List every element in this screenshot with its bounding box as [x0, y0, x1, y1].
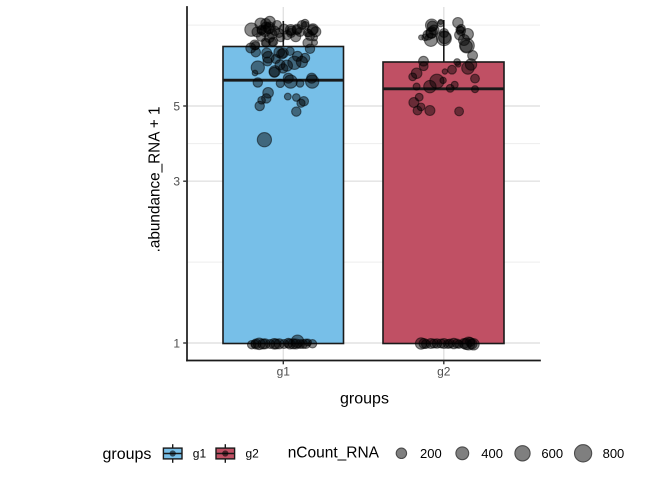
- svg-text:600: 600: [541, 446, 563, 461]
- svg-text:200: 200: [420, 446, 442, 461]
- svg-text:nCount_RNA: nCount_RNA: [288, 445, 380, 462]
- svg-text:groups: groups: [103, 446, 152, 463]
- svg-text:g2: g2: [246, 447, 260, 461]
- svg-text:5: 5: [173, 100, 180, 114]
- svg-text:400: 400: [481, 446, 503, 461]
- svg-text:g2: g2: [437, 365, 451, 379]
- svg-text:g1: g1: [193, 447, 207, 461]
- svg-text:g1: g1: [277, 365, 291, 379]
- svg-text:groups: groups: [340, 391, 389, 408]
- svg-text:3: 3: [173, 175, 180, 189]
- svg-text:1: 1: [173, 337, 180, 351]
- svg-text:800: 800: [603, 446, 625, 461]
- svg-text:.abundance_RNA + 1: .abundance_RNA + 1: [147, 106, 164, 252]
